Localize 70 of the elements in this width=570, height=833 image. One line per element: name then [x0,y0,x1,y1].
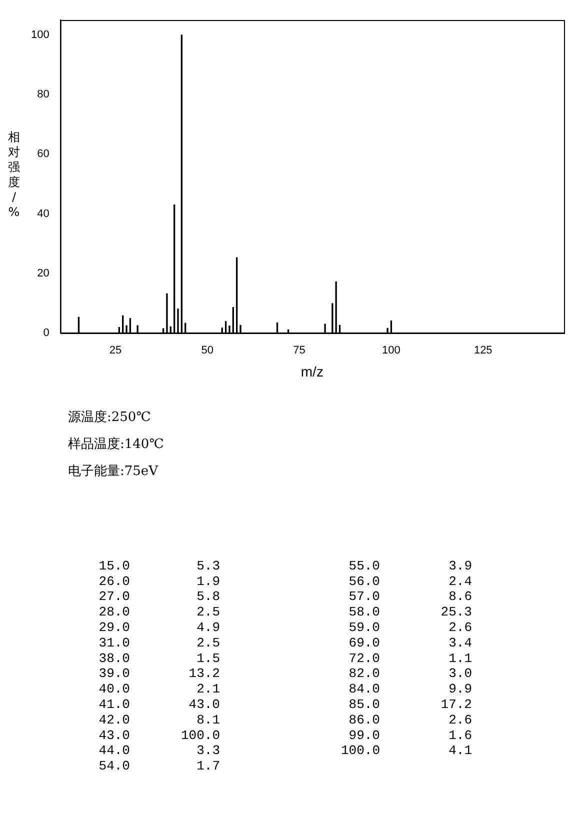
x-tick-label: 25 [109,344,122,357]
text: 54.0 [98,758,130,774]
text: 41.0 [98,697,130,712]
text: 17.2 [440,697,472,712]
text: 43.0 [98,728,130,743]
text: 3.4 [448,635,472,650]
x-axis-title: m/z [300,363,324,380]
text: 8.1 [196,712,220,728]
y-tick-label: 60 [37,148,50,160]
text: 9.9 [448,682,472,697]
text: 43.0 [188,697,220,712]
text: 4.9 [196,620,220,636]
text: 1.5 [196,650,220,666]
y-tick-label: 80 [37,88,50,101]
text: 5.8 [196,589,220,604]
text: 69.0 [348,635,380,650]
y-axis-title: 相对强度/% [7,130,21,220]
text: 27.0 [98,589,130,604]
text: 样品温度:140℃ [68,436,164,454]
text: 电子能量:75eV [68,463,160,481]
text: 58.0 [348,604,380,620]
x-tick-label: 100 [382,344,400,357]
text: 40.0 [98,682,130,697]
text: 5.3 [196,558,220,574]
text: 25.3 [440,604,472,620]
text: 1.6 [448,728,472,743]
text: 57.0 [348,589,380,604]
text: 42.0 [98,712,130,728]
text: 29.0 [98,620,130,636]
text: 26.0 [98,574,130,589]
text: 31.0 [98,635,130,650]
text: 84.0 [348,682,380,697]
text: 13.2 [188,666,220,682]
text: 3.3 [196,743,220,758]
y-tick-label: 100 [30,28,50,41]
text: 55.0 [348,558,380,574]
y-tick-label: 0 [43,327,50,340]
text: 8.6 [448,589,472,604]
text: 2.4 [448,574,472,589]
text: 59.0 [348,620,380,636]
text: 100.0 [340,743,380,758]
y-tick-label: 20 [37,267,50,280]
text: 44.0 [98,743,130,758]
text: 源温度:250℃ [68,409,152,427]
text: 1.1 [448,650,472,666]
text: 99.0 [348,728,380,743]
text: 2.6 [448,712,472,728]
text: 28.0 [98,604,130,620]
text: 2.6 [448,620,472,636]
x-tick-label: 50 [201,344,214,357]
text: 82.0 [348,666,380,682]
text: 2.5 [196,604,220,620]
text: 4.1 [448,743,472,758]
text: 2.1 [196,682,220,697]
text: 72.0 [348,650,380,666]
text: 38.0 [98,650,130,666]
text: 39.0 [98,666,130,682]
text: 3.0 [448,666,472,682]
x-tick-label: 75 [293,344,306,357]
x-tick-label: 125 [474,344,492,357]
text: 100.0 [180,728,220,743]
text: 86.0 [348,712,380,728]
text: 1.7 [196,758,220,774]
text: 15.0 [98,558,130,574]
text: 2.5 [196,635,220,650]
text: 56.0 [348,574,380,589]
y-tick-label: 40 [37,208,50,220]
text: 85.0 [348,697,380,712]
text: 3.9 [448,558,472,574]
text: 1.9 [196,574,220,589]
